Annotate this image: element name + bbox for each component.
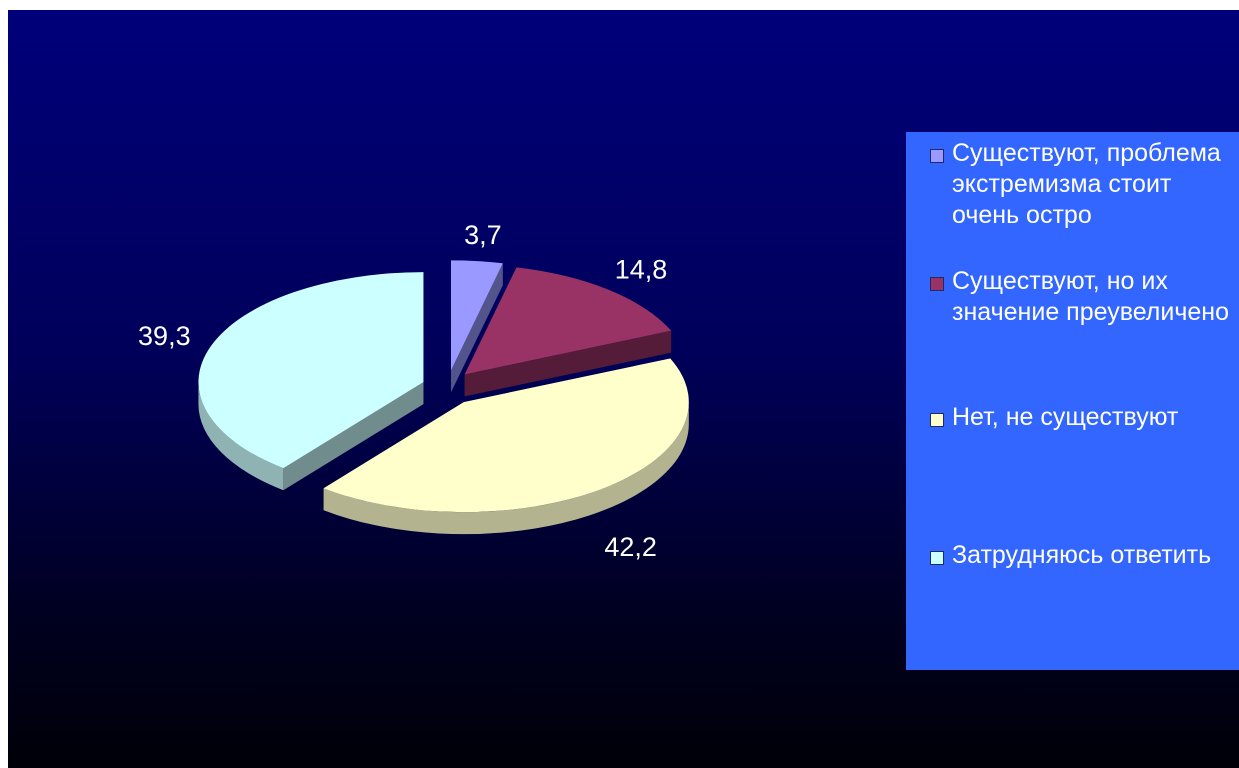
legend-item-do-not-exist: Нет, не существуют [906, 402, 1231, 433]
data-label-very-acute: 3,7 [464, 220, 502, 250]
legend-swatch [930, 413, 944, 427]
slice-side [464, 330, 672, 397]
legend-item-hard-to-answer: Затрудняюсь ответить [906, 540, 1231, 571]
chart-legend: Существуют, проблема экстремизма стоит о… [906, 132, 1239, 670]
pie-slice-very-acute [451, 260, 503, 393]
data-label-hard-to-answer: 39,3 [138, 321, 191, 351]
slice-side [283, 382, 424, 491]
slice-top [198, 272, 424, 469]
slice-top [464, 267, 672, 375]
pie-slice-exaggerated [464, 267, 672, 397]
legend-swatch [930, 149, 944, 163]
slice-top [323, 358, 689, 513]
legend-swatch [930, 277, 944, 291]
slice-side [451, 263, 503, 393]
pie-chart: 3,7 14,8 42,2 39,3 [138, 220, 689, 562]
slice-wall [323, 402, 689, 535]
legend-label: Существуют, но их значение преувеличено [952, 267, 1230, 326]
legend-item-very-acute: Существуют, проблема экстремизма стоит о… [906, 138, 1231, 231]
slice-wall [198, 382, 284, 491]
legend-label: Нет, не существуют [952, 403, 1179, 431]
chart-slide: 3,7 14,8 42,2 39,3 Существуют, проблема экс… [8, 10, 1239, 768]
pie-slice-do-not-exist [323, 358, 689, 535]
legend-label: Затрудняюсь ответить [952, 541, 1212, 569]
data-label-exaggerated: 14,8 [615, 255, 668, 285]
legend-label: Существуют, проблема экстремизма стоит о… [952, 139, 1221, 229]
pie-slice-hard-to-answer [198, 272, 424, 491]
slice-top [451, 260, 503, 371]
data-label-do-not-exist: 42,2 [604, 532, 657, 562]
legend-swatch [930, 551, 944, 565]
legend-item-exaggerated: Существуют, но их значение преувеличено [906, 266, 1231, 328]
